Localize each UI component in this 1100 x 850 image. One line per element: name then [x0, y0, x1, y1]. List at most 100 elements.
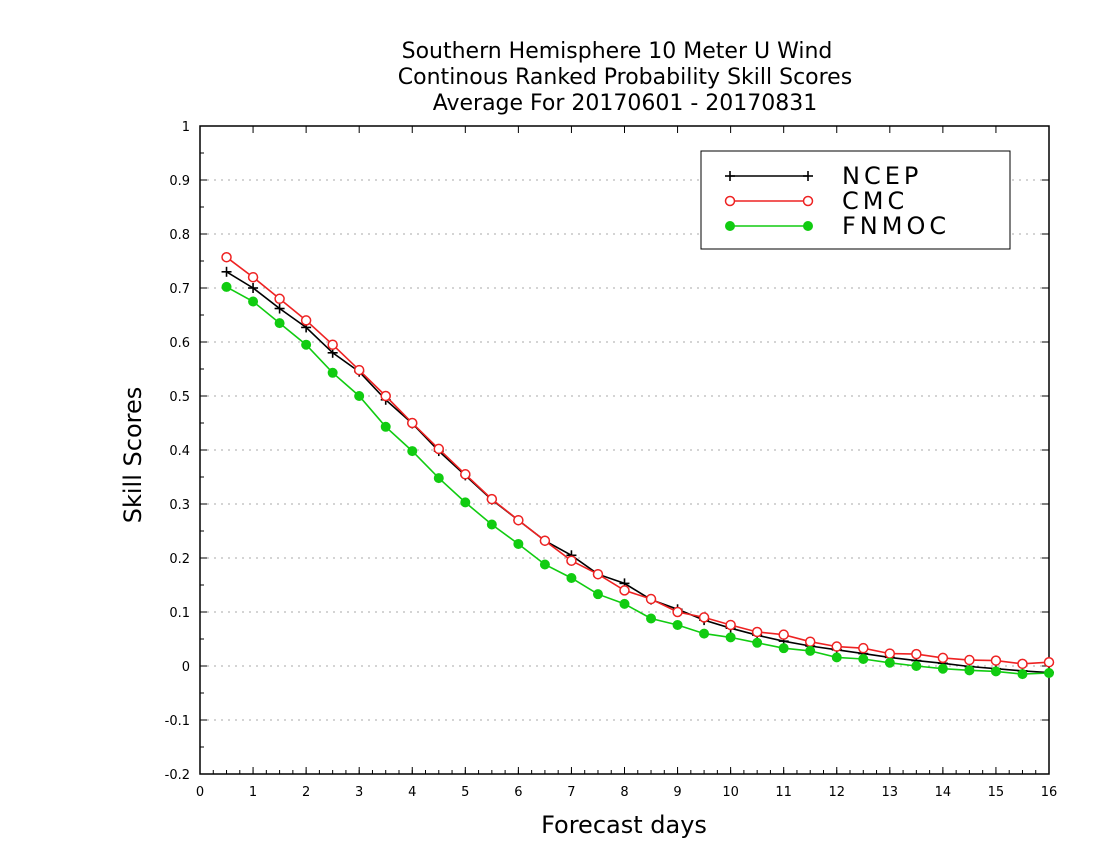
data-point-cmc: [221, 251, 232, 263]
x-tick-label: 14: [935, 785, 952, 800]
data-point-cmc: [592, 568, 604, 580]
data-point-cmc: [698, 612, 710, 623]
data-point-cmc: [274, 293, 285, 305]
legend-label: CMC: [842, 187, 908, 215]
series-line-ncep: [226, 271, 1050, 674]
chart-title-line-1: Southern Hemisphere 10 Meter U Wind: [402, 39, 833, 64]
data-point-fnmoc: [460, 497, 471, 508]
data-point-fnmoc: [539, 559, 550, 570]
data-point-cmc: [751, 626, 763, 638]
data-point-fnmoc: [805, 645, 816, 656]
data-point-fnmoc: [592, 589, 603, 600]
data-point-fnmoc: [778, 643, 789, 654]
x-tick-label: 13: [882, 785, 899, 800]
x-axis: 0 1 2 3 4 5 6 7 8 9 10 11 12 13 14 15 16: [196, 126, 1057, 800]
chart-title-line-3: Average For 20170601 - 20170831: [433, 91, 818, 116]
data-point-ncep: [274, 303, 285, 314]
data-point-fnmoc: [327, 367, 338, 378]
x-tick-label: 6: [514, 785, 522, 800]
data-point-cmc: [725, 619, 736, 631]
data-point-fnmoc: [884, 657, 895, 668]
x-tick-label: 5: [461, 785, 469, 800]
data-point-cmc: [858, 642, 869, 654]
x-tick-label: 11: [775, 785, 792, 800]
data-point-fnmoc: [990, 666, 1001, 677]
data-point-fnmoc: [380, 421, 391, 432]
legend-box: [700, 150, 1011, 250]
y-tick-label: 0.6: [169, 336, 190, 351]
data-point-fnmoc: [646, 613, 657, 624]
grid-lines: [200, 179, 1049, 721]
x-tick-label: 0: [196, 785, 204, 800]
data-point-fnmoc: [1044, 668, 1054, 679]
data-point-cmc: [619, 585, 630, 596]
data-point-fnmoc: [354, 391, 365, 401]
data-point-cmc: [566, 555, 577, 566]
data-point-fnmoc: [937, 663, 948, 674]
x-axis-label: Forecast days: [541, 811, 707, 839]
data-point-cmc: [327, 339, 338, 350]
data-point-cmc: [831, 641, 842, 652]
legend-label: NCEP: [842, 162, 922, 190]
data-point-cmc: [964, 654, 975, 666]
x-tick-label: 12: [828, 785, 845, 800]
data-point-ncep: [248, 283, 259, 293]
x-tick-label: 7: [567, 785, 575, 800]
legend-marker: [725, 171, 735, 181]
data-point-cmc: [778, 629, 789, 640]
y-tick-label: -0.2: [165, 768, 190, 783]
series-line-fnmoc: [226, 286, 1050, 675]
data-point-cmc: [804, 636, 816, 647]
data-point-fnmoc: [831, 652, 842, 663]
legend-marker: [724, 195, 736, 207]
data-point-fnmoc: [1017, 669, 1028, 680]
data-point-fnmoc: [407, 446, 418, 457]
data-point-cmc: [353, 364, 365, 376]
series-layer: [221, 251, 1055, 680]
y-tick-label: 0.5: [169, 390, 190, 405]
data-point-fnmoc: [752, 637, 763, 648]
x-tick-label: 15: [988, 785, 1005, 800]
data-point-fnmoc: [221, 281, 232, 292]
data-point-fnmoc: [248, 296, 259, 307]
series-line-cmc: [226, 256, 1050, 665]
x-tick-label: 1: [249, 785, 257, 800]
y-tick-label: 0.1: [169, 606, 190, 621]
y-axis: -0.2 -0.1 0 0.1 0.2 0.3 0.4 0.5 0.6 0.7 0.8 0.9 1: [165, 120, 1049, 783]
series-ncep: [221, 266, 1054, 678]
y-tick-label: 0.7: [169, 282, 190, 297]
data-point-cmc: [513, 514, 524, 526]
data-point-cmc: [300, 315, 312, 326]
data-point-fnmoc: [964, 665, 975, 676]
data-point-fnmoc: [911, 661, 922, 671]
data-point-fnmoc: [699, 628, 710, 639]
chart-title-line-2: Continous Ranked Probability Skill Score…: [398, 65, 852, 90]
legend-marker: [725, 221, 735, 231]
data-point-fnmoc: [274, 318, 285, 329]
series-cmc: [221, 251, 1055, 670]
x-tick-label: 4: [408, 785, 416, 800]
chart-title: Southern Hemisphere 10 Meter U Wind Cont…: [398, 39, 852, 116]
data-point-fnmoc: [858, 653, 869, 664]
series-fnmoc: [221, 281, 1054, 680]
data-point-cmc: [380, 390, 391, 402]
data-point-fnmoc: [301, 339, 312, 350]
data-point-fnmoc: [486, 519, 497, 530]
x-tick-label: 2: [302, 785, 310, 800]
data-point-cmc: [911, 648, 922, 660]
x-tick-label: 10: [722, 785, 739, 800]
y-tick-label: 0.9: [169, 174, 190, 189]
data-point-cmc: [645, 593, 657, 605]
data-point-cmc: [486, 493, 498, 505]
legend-item-cmc: CMC: [724, 187, 908, 215]
data-point-cmc: [539, 535, 551, 546]
data-point-fnmoc: [672, 619, 683, 630]
data-point-fnmoc: [619, 598, 630, 609]
x-tick-label: 9: [673, 785, 681, 800]
legend-marker: [802, 195, 814, 207]
data-point-cmc: [672, 606, 683, 618]
legend-item-fnmoc: FNMOC: [725, 212, 946, 240]
data-point-fnmoc: [725, 632, 736, 643]
legend-item-ncep: NCEP: [725, 162, 922, 190]
